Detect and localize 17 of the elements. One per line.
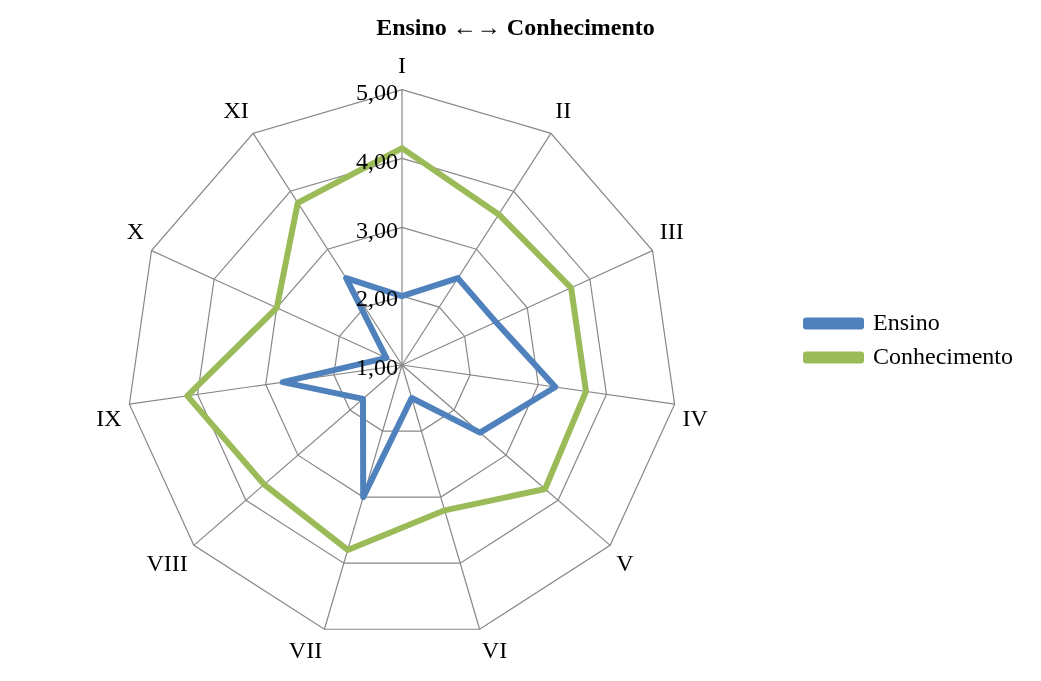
- spoke-label: VII: [288, 636, 323, 663]
- y-tick-label: 5,00: [356, 78, 398, 105]
- y-tick-label: 3,00: [356, 216, 398, 243]
- spoke-label: IV: [682, 405, 709, 432]
- spoke-label: I: [398, 52, 406, 79]
- legend-label: Ensino: [873, 308, 940, 335]
- spoke-label: II: [555, 97, 572, 124]
- spoke-label: XI: [223, 97, 249, 124]
- y-tick-label: 1,00: [356, 354, 398, 381]
- spoke-label: III: [659, 218, 684, 245]
- spoke-label: VI: [481, 636, 508, 663]
- spoke-label: IX: [96, 405, 122, 432]
- chart-title: Ensino ←→ Conhecimento: [376, 13, 655, 40]
- spoke-label: X: [126, 218, 145, 245]
- spoke-label: VIII: [146, 550, 188, 577]
- legend-label: Conhecimento: [873, 342, 1013, 369]
- spoke-label: V: [616, 550, 635, 577]
